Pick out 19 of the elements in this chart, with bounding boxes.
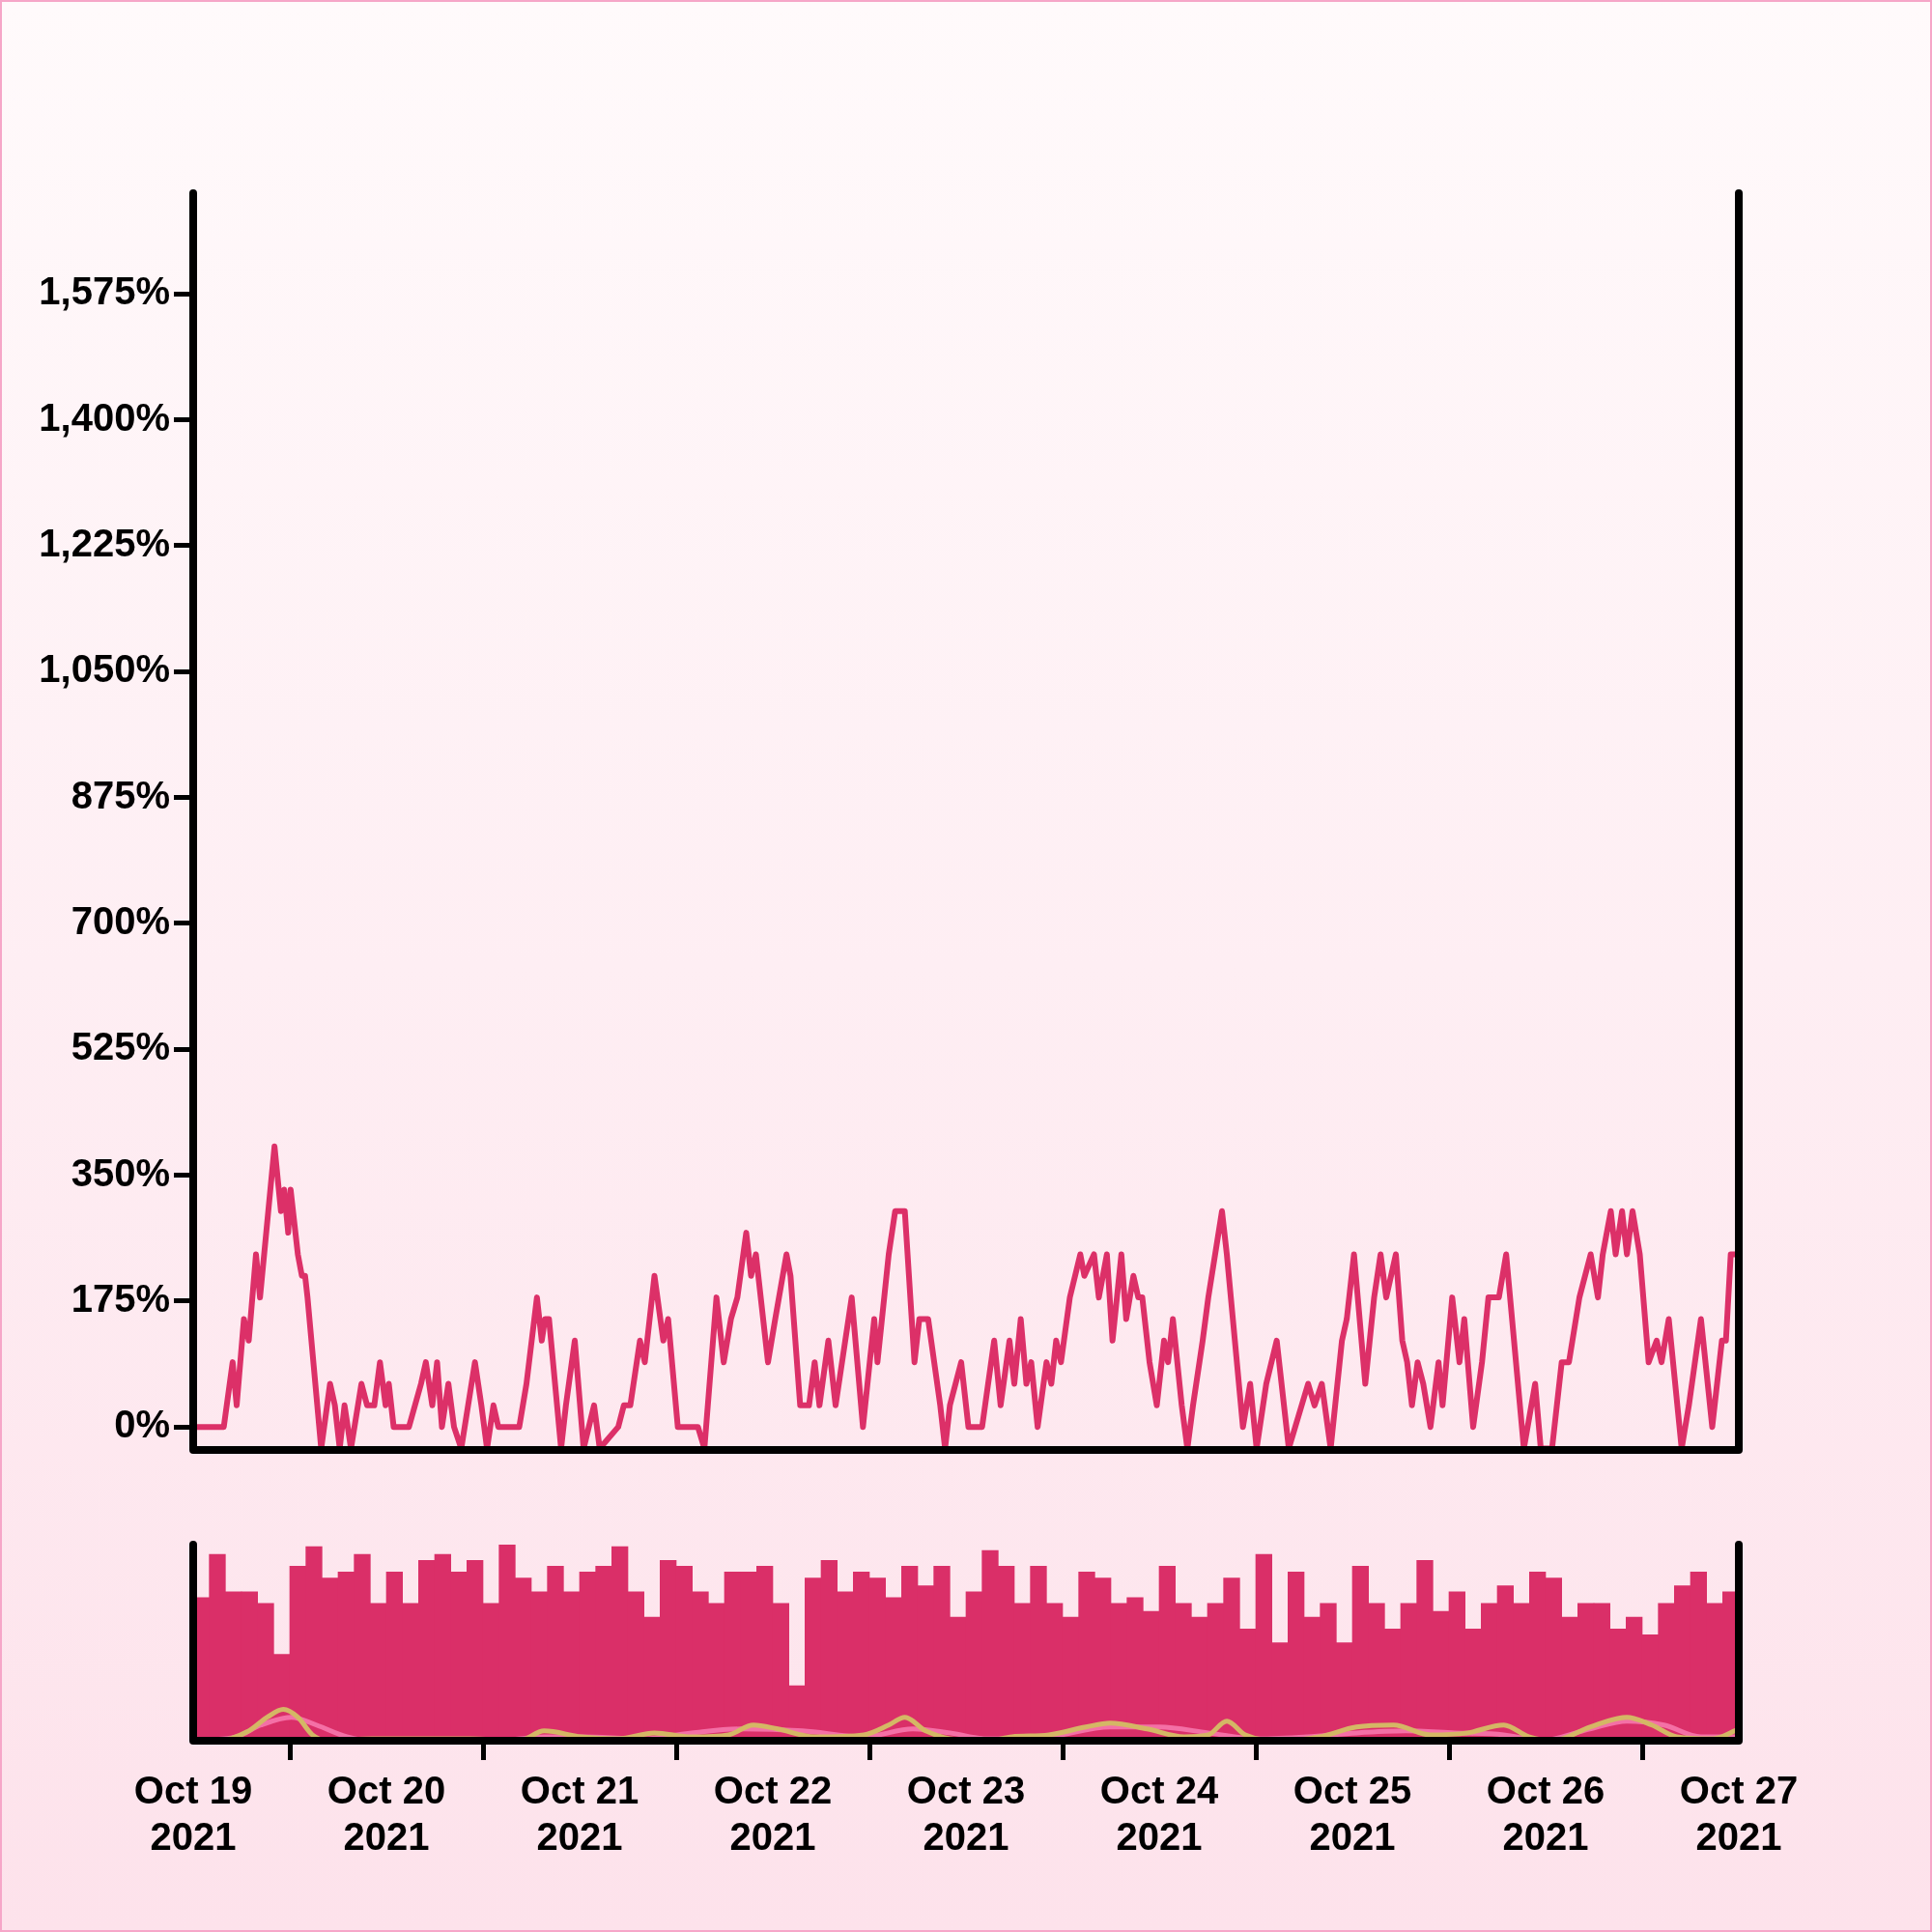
y-tick-label: 875% [71, 773, 170, 816]
x-tick-label: Oct 20 2021 [327, 1769, 446, 1859]
x-tick-label: Oct 21 2021 [520, 1769, 639, 1859]
x-tick-label: Oct 22 2021 [713, 1769, 833, 1859]
x-tick-label: Oct 25 2021 [1293, 1769, 1412, 1859]
x-tick-label: Oct 19 2021 [133, 1769, 253, 1859]
y-tick-label: 1,575% [39, 270, 170, 313]
y-tick-label: 525% [71, 1025, 170, 1068]
x-tick-label: Oct 23 2021 [906, 1769, 1026, 1859]
y-tick-label: 1,050% [39, 647, 170, 691]
y-tick-label: 1,225% [39, 521, 170, 564]
y-tick-label: 700% [71, 898, 170, 942]
y-tick-label: 0% [114, 1403, 170, 1446]
y-tick-label: 175% [71, 1276, 170, 1320]
x-tick-label: Oct 27 2021 [1679, 1769, 1799, 1859]
x-tick-label: Oct 24 2021 [1099, 1769, 1219, 1859]
x-tick-label: Oct 26 2021 [1486, 1769, 1605, 1859]
y-tick-label: 350% [71, 1151, 170, 1194]
y-tick-label: 1,400% [39, 395, 170, 439]
